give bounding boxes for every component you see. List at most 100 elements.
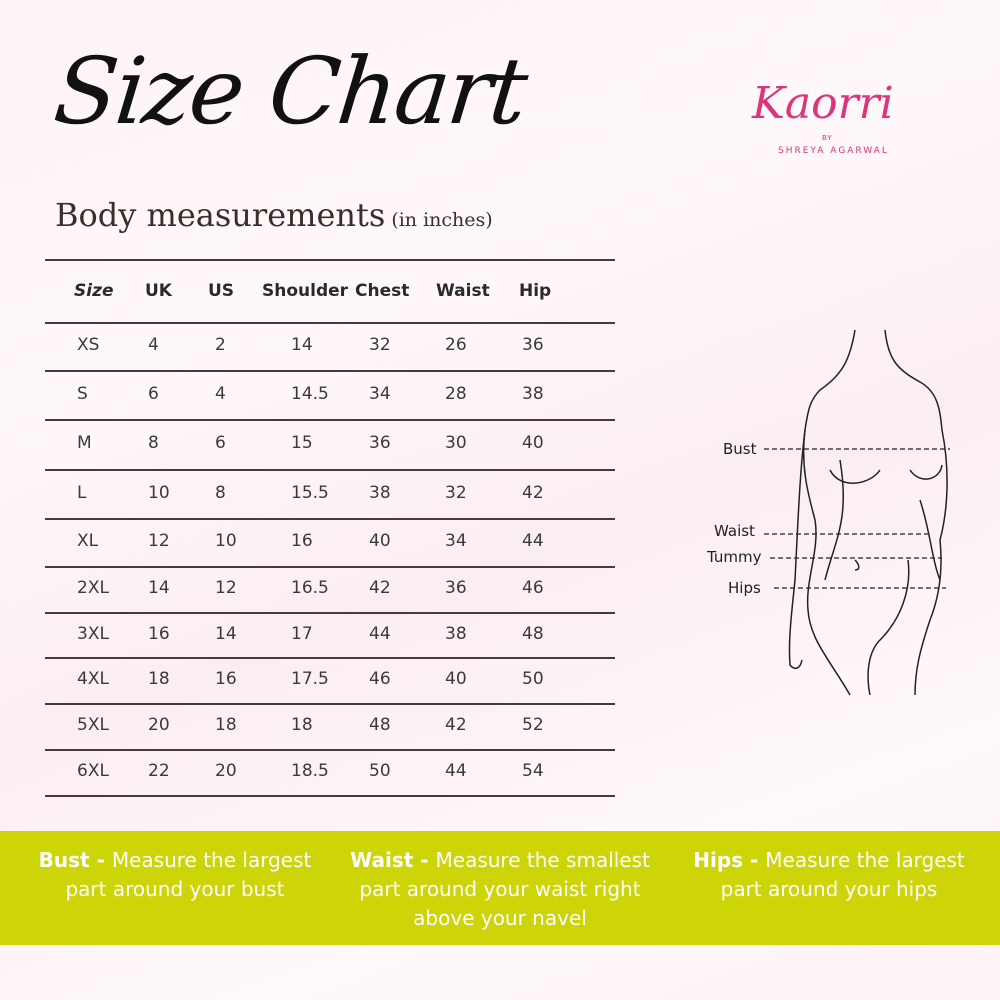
- waist-term: Waist -: [350, 848, 429, 872]
- waist-text: Measure the smallest part around your wa…: [359, 848, 650, 930]
- table-cell: 44: [522, 531, 544, 551]
- table-cell: M: [77, 433, 92, 453]
- unit-label: (in inches): [391, 209, 493, 231]
- table-cell: 42: [522, 482, 544, 503]
- column-header: US: [208, 281, 235, 301]
- table-divider: [45, 566, 615, 568]
- table-cell: 38: [369, 482, 391, 503]
- table-cell: 40: [369, 531, 391, 551]
- table-cell: 28: [445, 383, 467, 404]
- table-cell: 15: [291, 433, 313, 453]
- table-cell: 46: [522, 578, 544, 598]
- table-cell: 46: [369, 669, 391, 689]
- tummy-label: Tummy: [707, 548, 762, 566]
- table-cell: 36: [445, 578, 467, 598]
- table-divider: [45, 795, 615, 797]
- hips-label: Hips: [728, 579, 761, 597]
- bust-text: Measure the largest part around your bus…: [65, 848, 312, 901]
- table-cell: 8: [148, 433, 159, 453]
- table-cell: 16: [291, 531, 313, 551]
- column-header: Shoulder: [262, 281, 349, 301]
- hips-term: Hips -: [693, 848, 759, 872]
- table-cell: 40: [445, 669, 467, 689]
- logo: Kaorri: [752, 78, 894, 129]
- column-header: Hip: [519, 281, 552, 301]
- table-cell: 6: [148, 383, 159, 404]
- table-divider: [45, 370, 615, 372]
- table-cell: 12: [148, 531, 170, 551]
- waist-label: Waist: [714, 522, 755, 540]
- table-cell: 26: [445, 335, 467, 355]
- subtitle: Body measurements (in inches): [55, 196, 493, 234]
- table-cell: 10: [148, 482, 170, 503]
- table-cell: 18: [291, 715, 313, 735]
- table-cell: 22: [148, 761, 170, 781]
- table-cell: 6: [215, 433, 226, 453]
- subtitle-text: Body measurements: [55, 196, 386, 234]
- table-cell: 18.5: [291, 761, 329, 781]
- table-cell: 52: [522, 715, 544, 735]
- bust-instruction: Bust - Measure the largest part around y…: [20, 846, 330, 904]
- table-cell: 14: [215, 623, 237, 644]
- table-cell: 42: [369, 578, 391, 598]
- table-cell: 32: [445, 482, 467, 503]
- table-divider: [45, 469, 615, 471]
- table-divider: [45, 259, 615, 261]
- table-cell: 48: [369, 715, 391, 735]
- table-cell: 8: [215, 482, 226, 503]
- table-cell: 20: [215, 761, 237, 781]
- column-header: UK: [145, 281, 172, 301]
- table-cell: 34: [369, 383, 391, 404]
- table-cell: 18: [215, 715, 237, 735]
- table-cell: 18: [148, 669, 170, 689]
- body-figure-illustration: [788, 329, 948, 696]
- table-cell: 16: [215, 669, 237, 689]
- table-cell: 44: [445, 761, 467, 781]
- table-cell: 36: [522, 335, 544, 355]
- table-divider: [45, 749, 615, 751]
- table-divider: [45, 322, 615, 324]
- table-cell: 14: [148, 578, 170, 598]
- column-header: Chest: [355, 281, 410, 301]
- table-cell: 12: [215, 578, 237, 598]
- bust-label: Bust: [723, 440, 757, 458]
- table-divider: [45, 703, 615, 705]
- table-cell: 38: [522, 383, 544, 404]
- table-cell: 50: [522, 669, 544, 689]
- table-divider: [45, 612, 615, 614]
- table-cell: 44: [369, 623, 391, 644]
- logo-designer: SHREYA AGARWAL: [778, 146, 889, 156]
- table-cell: 3XL: [77, 623, 109, 644]
- hips-instruction: Hips - Measure the largest part around y…: [674, 846, 984, 904]
- waist-instruction: Waist - Measure the smallest part around…: [345, 846, 655, 933]
- table-cell: 4: [148, 335, 159, 355]
- table-cell: S: [77, 383, 88, 404]
- table-cell: 36: [369, 433, 391, 453]
- hips-text: Measure the largest part around your hip…: [720, 848, 965, 901]
- table-cell: 6XL: [77, 761, 109, 781]
- table-cell: 2XL: [77, 578, 109, 598]
- measurement-instructions-band: [0, 831, 1000, 945]
- table-cell: XL: [77, 531, 99, 551]
- table-cell: XS: [77, 335, 100, 355]
- table-cell: 17.5: [291, 669, 329, 689]
- table-cell: 40: [522, 433, 544, 453]
- table-cell: 20: [148, 715, 170, 735]
- table-cell: 38: [445, 623, 467, 644]
- table-cell: 15.5: [291, 482, 329, 503]
- page-title: Size Chart: [49, 38, 531, 145]
- table-cell: 16: [148, 623, 170, 644]
- table-cell: 48: [522, 623, 544, 644]
- table-cell: 14.5: [291, 383, 329, 404]
- table-cell: 10: [215, 531, 237, 551]
- table-divider: [45, 518, 615, 520]
- table-cell: 17: [291, 623, 313, 644]
- logo-by: BY: [822, 134, 833, 142]
- table-cell: 30: [445, 433, 467, 453]
- table-cell: 5XL: [77, 715, 109, 735]
- table-cell: 4: [215, 383, 226, 404]
- table-cell: 42: [445, 715, 467, 735]
- table-cell: 34: [445, 531, 467, 551]
- measurement-guide-lines: [764, 448, 950, 589]
- table-cell: 2: [215, 335, 226, 355]
